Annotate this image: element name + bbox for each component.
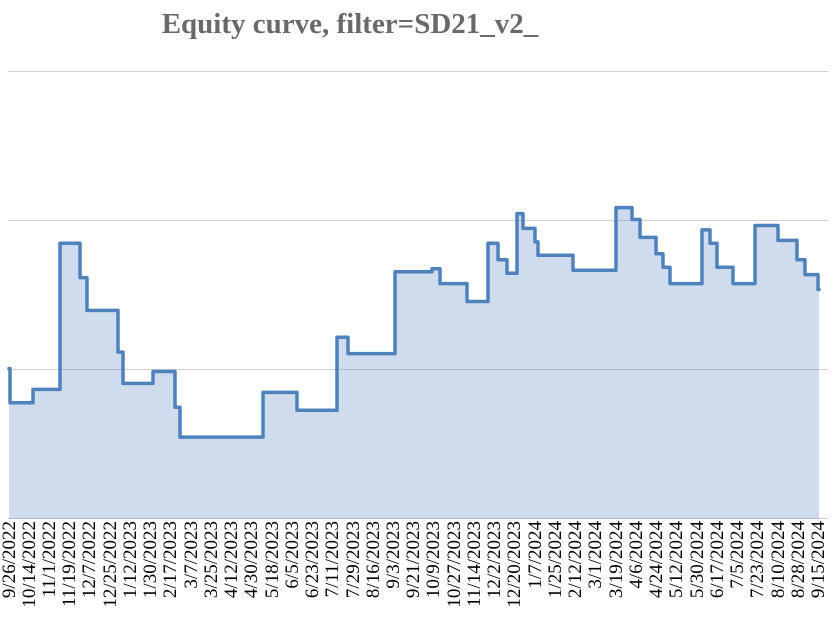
x-axis-label: 4/12/2023 [221,521,243,599]
x-axis-label: 5/12/2024 [666,521,688,599]
x-axis-label: 12/25/2022 [99,521,121,608]
x-axis-label: 7/11/2023 [322,521,344,598]
x-axis-label: 8/10/2024 [767,521,789,599]
gridline-lower [8,369,828,370]
x-axis-label: 4/6/2024 [625,521,647,589]
x-axis-label: 10/14/2022 [18,521,40,608]
x-axis-label: 7/5/2024 [727,521,749,589]
x-axis-label: 9/21/2023 [403,521,425,599]
x-axis-label: 2/17/2023 [160,521,182,599]
x-axis-label: 3/25/2023 [200,521,222,599]
x-axis-label: 2/12/2024 [565,521,587,599]
x-axis-label: 4/24/2024 [646,521,668,599]
x-axis-label: 10/27/2023 [443,521,465,608]
x-axis-label: 1/7/2024 [524,521,546,589]
x-axis-label: 3/19/2024 [605,521,627,599]
x-axis-label: 12/2/2023 [484,521,506,599]
area-fill [9,207,819,519]
x-axis-label: 10/9/2023 [423,521,445,599]
x-axis-label: 6/23/2023 [302,521,324,599]
x-axis-label: 3/7/2023 [180,521,202,589]
x-axis-label: 8/28/2024 [787,521,809,599]
x-axis-label: 11/14/2023 [463,521,485,607]
x-axis-label: 6/17/2024 [706,521,728,599]
x-axis-label: 1/12/2023 [119,521,141,599]
x-axis-label: 1/30/2023 [140,521,162,599]
x-axis-label: 8/16/2023 [362,521,384,599]
x-axis-label: 9/3/2023 [383,521,404,589]
x-axis-label: 7/29/2023 [342,521,364,599]
x-axis-label: 12/7/2022 [79,521,101,599]
x-axis-label: 4/30/2023 [241,521,263,599]
gridline-upper [8,220,828,221]
x-axis-label: 1/25/2024 [544,521,566,599]
x-axis-label: 9/26/2022 [0,521,20,599]
gridline-top [8,71,828,72]
x-axis-label: 12/20/2023 [504,521,526,608]
chart-title: Equity curve, filter=SD21_v2_ [161,8,539,40]
x-axis-label: 7/23/2024 [747,521,769,599]
x-axis-label: 9/15/2024 [808,521,829,599]
x-axis-label: 6/5/2023 [281,521,303,589]
x-axis-label: 11/19/2022 [59,521,81,607]
x-axis-label: 11/1/2022 [38,521,60,598]
x-axis-label: 3/1/2024 [585,521,607,589]
x-axis-label: 5/30/2024 [686,521,708,599]
gridline-baseline [8,518,828,519]
equity-curve-chart [7,205,821,519]
step-line [7,205,821,439]
x-axis-label: 5/18/2023 [261,521,283,599]
